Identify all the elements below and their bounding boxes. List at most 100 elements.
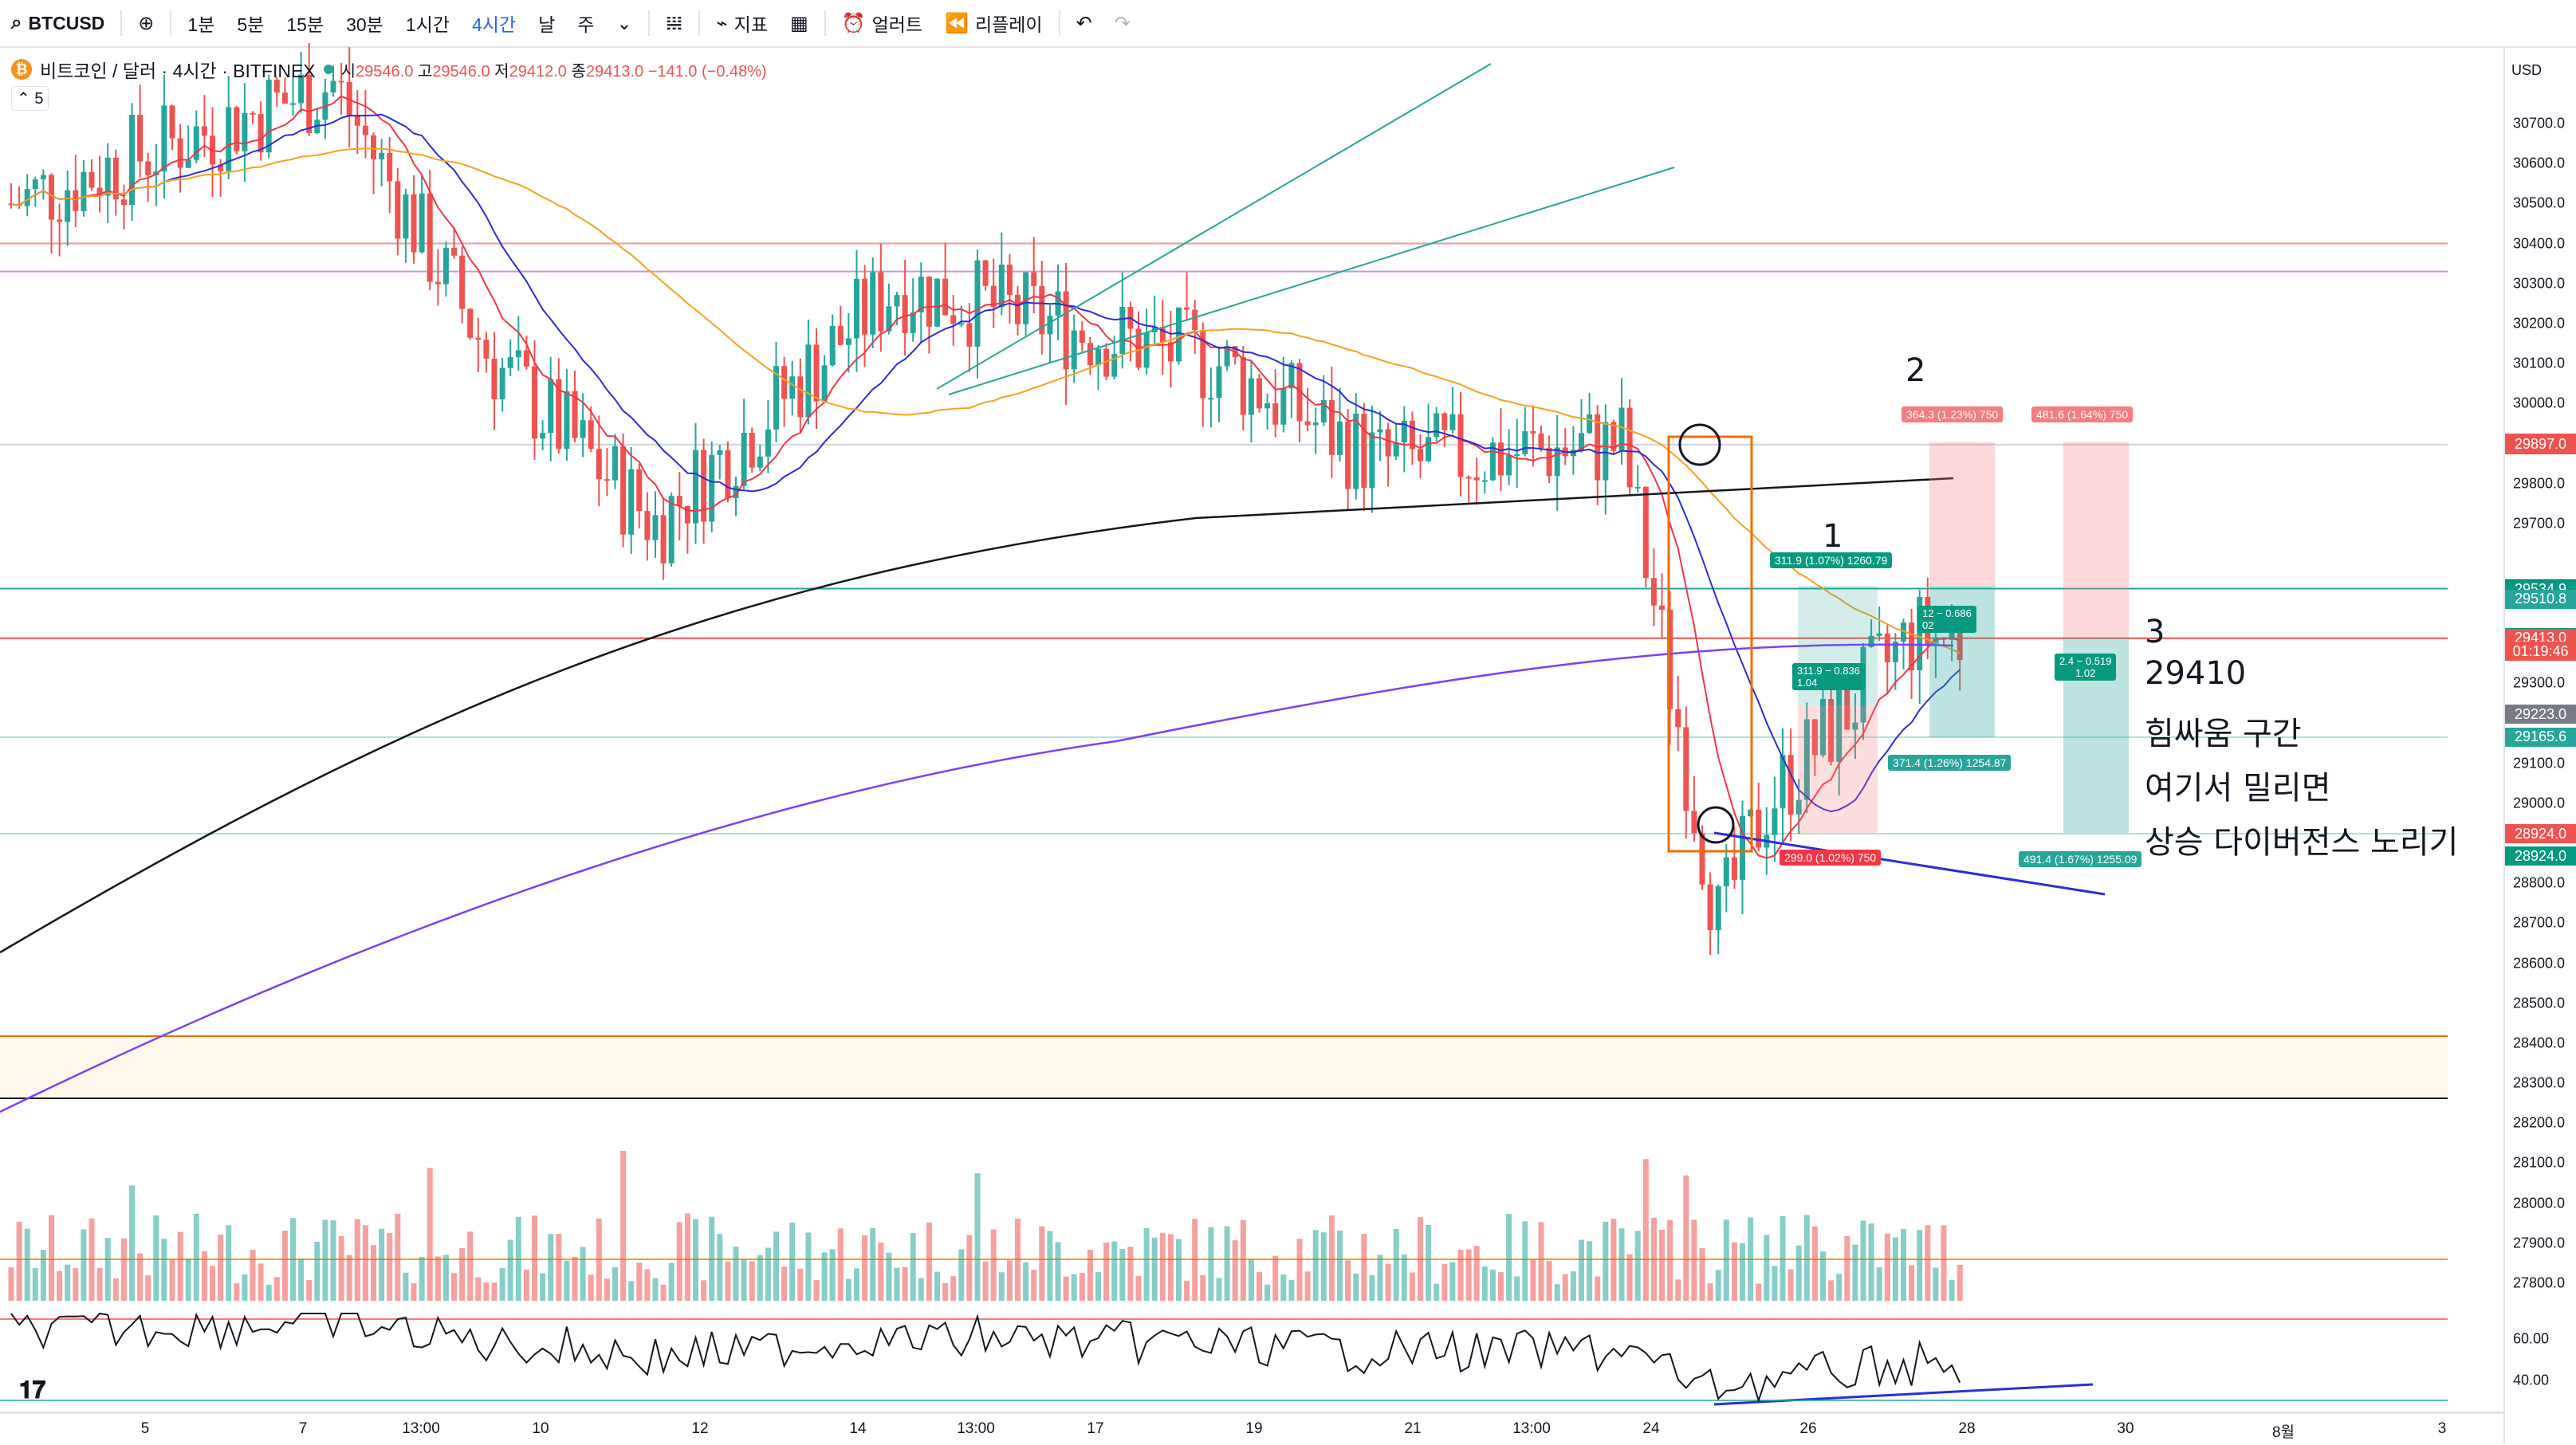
candle-body [218, 164, 224, 171]
circle-marker [1678, 423, 1721, 466]
volume-bar [1675, 1279, 1681, 1301]
candle-body [1103, 348, 1110, 377]
price-tag[interactable]: 29223.0 [2505, 705, 2576, 724]
long-position-label-1[interactable]: 311.9 (1.07%) 1260.79 [1770, 552, 1893, 568]
price-tag[interactable]: 29165.6 [2505, 727, 2576, 747]
redo-button[interactable]: ↷ [1103, 12, 1142, 35]
time-tick-label: 13:00 [1512, 1420, 1551, 1437]
volume-bar [1803, 1215, 1810, 1301]
interval-1w[interactable]: 주 [577, 14, 595, 35]
volume-bar [636, 1262, 643, 1301]
stop-loss-label[interactable]: 299.0 (1.02%) 750 [1780, 850, 1882, 866]
price-chart[interactable] [0, 0, 2503, 1412]
short-stop-label-1[interactable]: 371.4 (1.26%) 1254.87 [1888, 755, 2012, 771]
candle-body [829, 325, 836, 366]
volume-bar [1377, 1255, 1383, 1301]
candle-body [870, 272, 876, 335]
annotation-line2[interactable]: 여기서 밀리면 [2145, 770, 2331, 807]
interval-4h[interactable]: 4시간 [471, 14, 517, 35]
volume-bar [129, 1185, 135, 1301]
time-tick-label: 30 [2117, 1420, 2134, 1437]
volume-bar [1192, 1219, 1198, 1301]
candle-body [1184, 307, 1190, 310]
candle-body [684, 505, 690, 524]
candle-body [1587, 414, 1593, 434]
interval-1m[interactable]: 1분 [187, 14, 215, 35]
interval-1h[interactable]: 1시간 [405, 14, 450, 35]
volume-bar [523, 1270, 529, 1301]
candle-body [1063, 291, 1069, 370]
osc-tick-label: 60.00 [2513, 1330, 2550, 1347]
interval-dropdown[interactable]: ⌄ [605, 13, 643, 34]
candle-body [1345, 421, 1351, 489]
replay-button[interactable]: ⏪ 리플레이 [934, 10, 1054, 37]
interval-30m[interactable]: 30분 [346, 14, 383, 35]
indicators-toggle[interactable]: ⌃ 5 [11, 86, 49, 111]
candle-body [338, 80, 344, 83]
volume-bar [1933, 1267, 1939, 1301]
price-tag[interactable]: 28924.0 [2505, 824, 2576, 844]
ma-orange-line [10, 147, 1961, 654]
volume-bar [757, 1255, 763, 1301]
interval-5m[interactable]: 5분 [237, 14, 265, 35]
interval-1d[interactable]: 날 [538, 14, 556, 35]
price-tag[interactable]: 29897.0 [2505, 434, 2576, 454]
layouts-button[interactable]: ▦ [779, 12, 820, 35]
candle-body [515, 350, 521, 358]
short-target-label-2[interactable]: 481.6 (1.64%) 750 [2031, 406, 2134, 422]
candle-body [1820, 699, 1826, 756]
candle-body [781, 366, 788, 399]
annotation-line3[interactable]: 상승 다이버전스 노리기 [2145, 824, 2459, 861]
candle-body [612, 446, 618, 481]
tradingview-logo[interactable]: 𝟏𝟕 [19, 1377, 46, 1404]
volume-bar [934, 1271, 940, 1301]
undo-button[interactable]: ↶ [1065, 12, 1103, 35]
volume-bar [596, 1218, 602, 1301]
candle-body [451, 247, 457, 256]
volume-bar [1892, 1237, 1898, 1301]
long-position-label-2[interactable]: 12 − 0.686 02 [1917, 606, 1976, 633]
candle-body [950, 315, 957, 324]
volume-bar [1844, 1235, 1850, 1301]
volume-bar [749, 1261, 755, 1301]
divider [1058, 10, 1060, 36]
candle-body [757, 456, 763, 468]
trend-line [936, 63, 1492, 390]
annotation-2[interactable]: 2 [1905, 352, 1926, 389]
symbol-search[interactable]: ⌕ BTCUSD [0, 12, 116, 34]
chart-type-button[interactable]: 𝍐 [655, 12, 694, 35]
divider [698, 10, 701, 36]
currency-label[interactable]: USD [2511, 62, 2543, 78]
candle-body [298, 74, 305, 104]
volume-bar [290, 1218, 296, 1301]
volume-bar [1852, 1244, 1858, 1301]
alert-button[interactable]: ⏰ 얼러트 [831, 10, 934, 37]
annotation-line1[interactable]: 힘싸움 구간 [2145, 716, 2302, 752]
candle-body [572, 391, 578, 438]
volume-bar [1063, 1276, 1069, 1301]
long-position-label-3[interactable]: 311.9 − 0.836 1.04 [1792, 663, 1865, 690]
short-stop-label-2[interactable]: 491.4 (1.67%) 1255.09 [2019, 851, 2142, 867]
annotation-1[interactable]: 1 [1823, 518, 1843, 555]
annotation-3[interactable]: 3 [2145, 614, 2165, 650]
price-tick-label: 28700.0 [2513, 914, 2566, 931]
annotation-level[interactable]: 29410 [2145, 655, 2247, 692]
price-tag[interactable]: 28924.0 [2505, 846, 2576, 866]
box-risk: 02 [1922, 619, 1934, 631]
legend-symbol[interactable]: 비트코인 / 달러 · 4시간 · BITFINEX [40, 61, 316, 81]
price-tag[interactable]: 01:19:46 [2505, 642, 2576, 662]
price-tag[interactable]: 29510.8 [2505, 589, 2576, 609]
short-target-label-1[interactable]: 364.3 (1.23%) 750 [1902, 406, 2004, 422]
indicators-button[interactable]: ⌁ 지표 [705, 10, 779, 37]
volume-bar [580, 1247, 586, 1301]
candle-body [273, 79, 280, 93]
candle-body [1473, 477, 1480, 481]
close-label: 종 [571, 62, 586, 80]
long-position-label-4[interactable]: 2.4 − 0.519 1.02 [2055, 654, 2117, 681]
interval-15m[interactable]: 15분 [286, 14, 324, 35]
volume-bar [1667, 1219, 1673, 1301]
time-axis[interactable] [0, 1412, 2503, 1445]
candle-body [1200, 330, 1206, 399]
compare-button[interactable]: ⊕ [127, 12, 165, 35]
candle-body [362, 125, 368, 135]
